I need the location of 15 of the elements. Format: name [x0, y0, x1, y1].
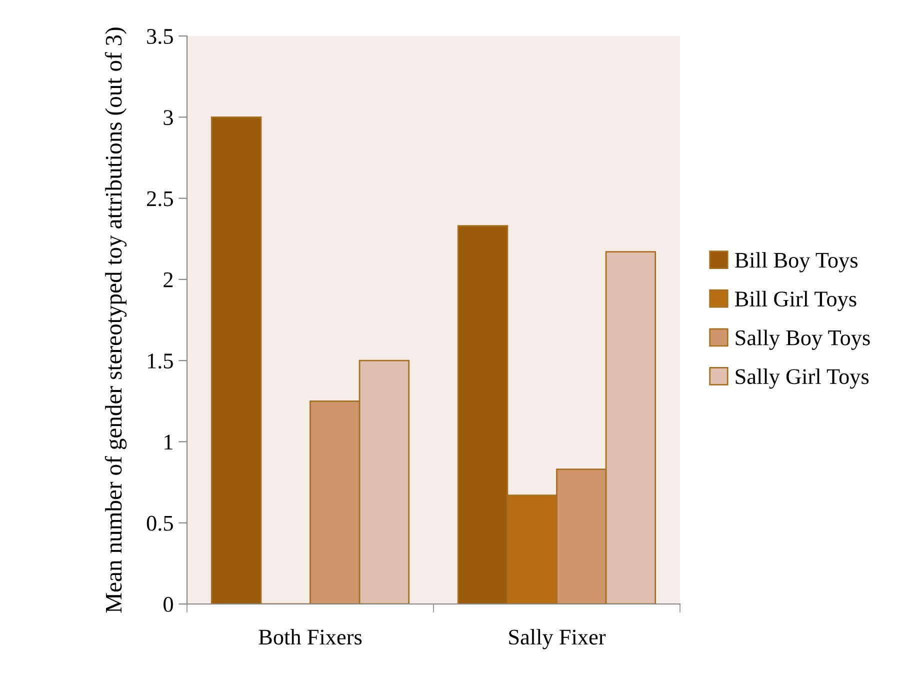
- y-tick-label: 3: [164, 110, 173, 126]
- legend-label: Sally Boy Toys: [736, 330, 870, 350]
- y-axis-title: Mean number of gender stereotyped toy attributions (out of 3): [104, 28, 127, 613]
- legend-label: Bill Boy Toys: [734, 252, 858, 272]
- y-tick-label: 2.5: [147, 191, 173, 206]
- x-tick-label: Both Fixers: [258, 629, 362, 645]
- y-tick-label: 0: [164, 596, 173, 612]
- legend-label: Sally Girl Toys: [736, 368, 869, 389]
- y-tick-label: 0.5: [146, 516, 173, 531]
- x-tick-label: Sally Fixer: [509, 629, 606, 650]
- y-tick-label: 2: [164, 272, 173, 288]
- y-tick-label: 3.5: [147, 28, 173, 44]
- y-tick-label: 1: [164, 434, 172, 450]
- legend-label: Bill Girl Toys: [734, 290, 856, 312]
- y-tick-label: 1.5: [148, 354, 173, 369]
